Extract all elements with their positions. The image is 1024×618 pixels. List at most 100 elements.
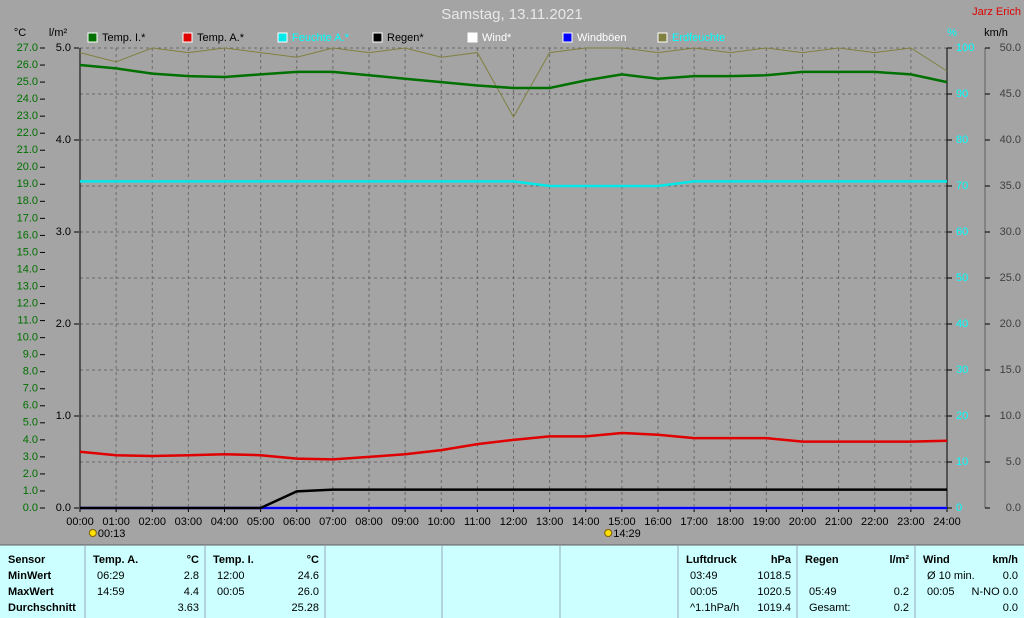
- x-tick-label: 05:00: [247, 516, 275, 528]
- y-tick-label: 90: [956, 88, 968, 100]
- y-tick-label: 10: [956, 456, 968, 468]
- x-tick-label: 20:00: [789, 516, 817, 528]
- y-tick-label: 2.0: [23, 468, 38, 480]
- table-header: Regen: [805, 554, 839, 566]
- y-tick-label: 30: [956, 364, 968, 376]
- legend-swatch: [467, 32, 478, 43]
- y-tick-label: 20: [956, 410, 968, 422]
- y-tick-label: 0.0: [23, 502, 38, 514]
- y-tick-label: 20.0: [17, 161, 38, 173]
- y-tick-label: 1.0: [23, 485, 38, 497]
- table-cell: Durchschnitt: [8, 602, 76, 614]
- table-unit: km/h: [992, 554, 1018, 566]
- x-tick-label: 06:00: [283, 516, 311, 528]
- x-tick-label: 03:00: [175, 516, 203, 528]
- table-cell: 03:49: [690, 570, 718, 582]
- y-tick-label: 3.0: [23, 451, 38, 463]
- table-cell: 0.0: [1003, 602, 1018, 614]
- x-tick-label: 13:00: [536, 516, 564, 528]
- y-tick-label: 4.0: [23, 434, 38, 446]
- y-tick-label: 0.0: [56, 502, 71, 514]
- y-tick-label: 50.0: [1000, 42, 1021, 54]
- x-tick-label: 07:00: [319, 516, 347, 528]
- y-tick-label: 20.0: [1000, 318, 1021, 330]
- y-tick-label: 25.0: [1000, 272, 1021, 284]
- table-cell: 12:00: [217, 570, 245, 582]
- table-unit: °C: [187, 554, 199, 566]
- legend-label: Feuchte A.*: [292, 32, 350, 44]
- table-background: [0, 545, 1024, 618]
- y-tick-label: 0: [956, 502, 962, 514]
- legend-label: Temp. A.*: [197, 32, 245, 44]
- series-line: [80, 180, 947, 188]
- y-tick-label: 100: [956, 42, 974, 54]
- table-cell: 0.2: [894, 586, 909, 598]
- x-tick-label: 02:00: [138, 516, 166, 528]
- table-header: Sensor: [8, 554, 46, 566]
- annotation: 00:13: [98, 528, 126, 540]
- series-line: [79, 63, 948, 90]
- table-cell: 0.2: [894, 602, 909, 614]
- y-tick-label: 14.0: [17, 263, 38, 275]
- table-header: Luftdruck: [686, 554, 738, 566]
- y-tick-label: 15.0: [1000, 364, 1021, 376]
- series-line: [80, 488, 947, 510]
- x-tick-label: 04:00: [211, 516, 239, 528]
- author: Jarz Erich: [972, 6, 1021, 18]
- legend-label: Erdfeuchte: [672, 32, 725, 44]
- x-tick-label: 00:00: [66, 516, 94, 528]
- y-tick-label: 5.0: [1006, 456, 1021, 468]
- table-cell: 24.6: [298, 570, 319, 582]
- legend-swatch: [277, 32, 288, 43]
- table-unit: °C: [307, 554, 319, 566]
- y-tick-label: 10.0: [1000, 410, 1021, 422]
- y-tick-label: 15.0: [17, 246, 38, 258]
- table-cell: 1020.5: [757, 586, 791, 598]
- y2-axis-label: l/m²: [49, 27, 68, 39]
- y-tick-label: 4.0: [56, 134, 71, 146]
- y-tick-label: 70: [956, 180, 968, 192]
- legend-label: Wind*: [482, 32, 512, 44]
- table-cell: MinWert: [8, 570, 52, 582]
- y-tick-label: 16.0: [17, 229, 38, 241]
- table-cell: 00:05: [690, 586, 718, 598]
- chart-background: [0, 0, 1024, 545]
- x-tick-label: 15:00: [608, 516, 636, 528]
- table-cell: 1018.5: [757, 570, 791, 582]
- x-tick-label: 24:00: [933, 516, 961, 528]
- y-tick-label: 40.0: [1000, 134, 1021, 146]
- y-tick-label: 45.0: [1000, 88, 1021, 100]
- y-tick-label: 17.0: [17, 212, 38, 224]
- y-tick-label: 1.0: [56, 410, 71, 422]
- table-cell: 1019.4: [757, 602, 791, 614]
- x-tick-label: 12:00: [500, 516, 528, 528]
- table-header: Temp. A.: [93, 554, 138, 566]
- table-cell: 0.0: [1003, 570, 1018, 582]
- table-cell: 2.8: [184, 570, 199, 582]
- y-tick-label: 5.0: [56, 42, 71, 54]
- y-tick-label: 22.0: [17, 127, 38, 139]
- sun-icon: [604, 529, 613, 537]
- y-tick-label: 24.0: [17, 93, 38, 105]
- table-cell: 06:29: [97, 570, 125, 582]
- y-tick-label: 19.0: [17, 178, 38, 190]
- y-tick-label: 80: [956, 134, 968, 146]
- y-tick-label: 12.0: [17, 297, 38, 309]
- table-cell: 4.4: [184, 586, 199, 598]
- y-tick-label: 25.0: [17, 76, 38, 88]
- table-header: Wind: [923, 554, 950, 566]
- x-tick-label: 14:00: [572, 516, 600, 528]
- y3-axis-label: %: [947, 27, 957, 39]
- table-header: Temp. I.: [213, 554, 254, 566]
- y-tick-label: 60: [956, 226, 968, 238]
- y-tick-label: 27.0: [17, 42, 38, 54]
- x-tick-label: 11:00: [464, 516, 491, 528]
- table-cell: N-NO 0.0: [972, 586, 1018, 598]
- x-tick-label: 17:00: [680, 516, 708, 528]
- table-cell: 25.28: [291, 602, 319, 614]
- y-tick-label: 11.0: [17, 314, 38, 326]
- table-cell: Ø 10 min.: [927, 570, 975, 582]
- legend-swatch: [87, 32, 98, 43]
